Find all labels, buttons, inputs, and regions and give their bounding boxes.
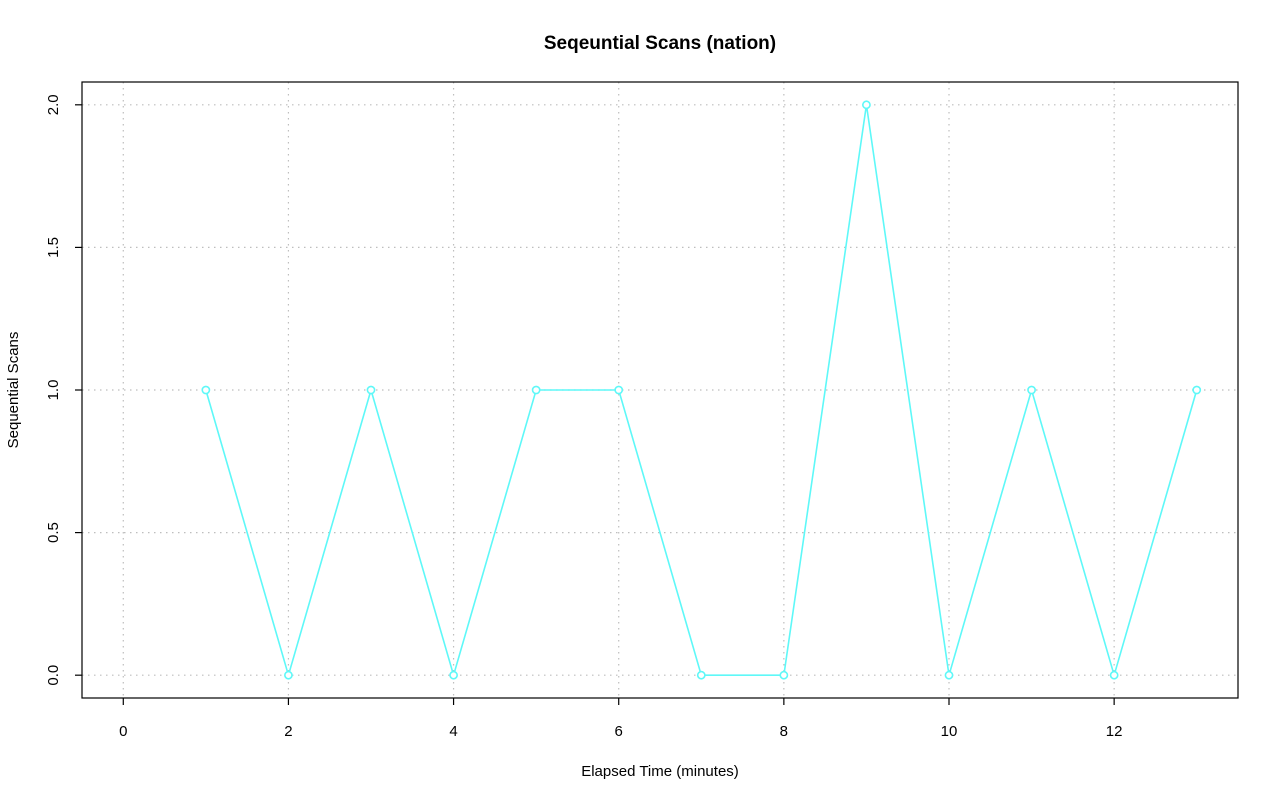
y-tick-label: 0.0 — [45, 665, 62, 686]
data-point — [1109, 670, 1119, 680]
y-tick-label: 1.0 — [45, 380, 62, 401]
y-tick-label: 0.5 — [45, 522, 62, 543]
x-tick-label: 12 — [1106, 723, 1123, 740]
y-tick-label: 1.5 — [45, 237, 62, 258]
x-tick-label: 4 — [449, 723, 457, 740]
x-tick-label: 10 — [941, 723, 958, 740]
data-point — [1192, 385, 1202, 395]
x-tick-label: 6 — [615, 723, 623, 740]
grid — [82, 82, 1238, 698]
data-point — [531, 385, 541, 395]
data-point — [449, 670, 458, 680]
x-tick-label: 8 — [780, 723, 788, 740]
data-point — [1027, 385, 1036, 395]
y-axis: 0.0 0.5 1.0 1.5 2.0 — [45, 94, 82, 686]
data-point — [944, 670, 954, 680]
data-point — [366, 385, 376, 395]
x-axis-label: Elapsed Time (minutes) — [581, 763, 739, 780]
data-point — [284, 670, 293, 680]
data-point — [614, 385, 624, 395]
x-tick-label: 0 — [119, 723, 127, 740]
data-point — [862, 100, 871, 110]
y-axis-label: Sequential Scans — [5, 332, 22, 449]
x-tick-label: 2 — [284, 723, 292, 740]
x-axis: 0 2 4 6 8 10 12 — [119, 698, 1122, 740]
chart-title: Seqeuntial Scans (nation) — [544, 33, 776, 54]
y-tick-label: 2.0 — [45, 94, 62, 115]
data-point — [201, 385, 211, 395]
data-point — [696, 670, 706, 680]
plot-frame — [81, 81, 1239, 699]
data-point — [779, 670, 789, 680]
series-layer — [201, 100, 1202, 680]
